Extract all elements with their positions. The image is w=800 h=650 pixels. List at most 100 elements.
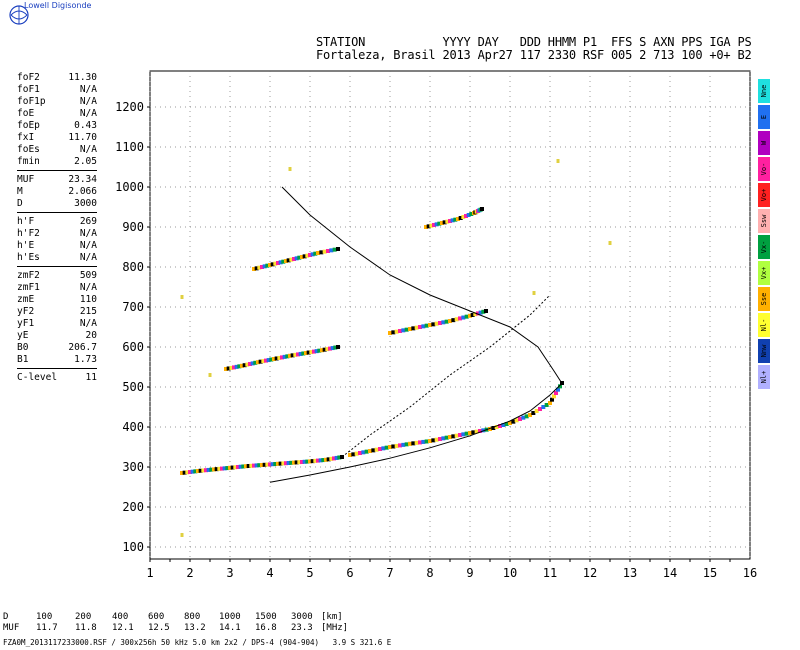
param-value: N/A: [79, 318, 97, 329]
echo-point: [451, 434, 456, 439]
echo-point: [428, 439, 432, 443]
echo-point: [401, 328, 406, 333]
echo-point: [458, 433, 462, 437]
echo-point: [504, 422, 509, 426]
echo-point: [478, 310, 483, 315]
echo-point: [204, 468, 208, 473]
x-tick-label: 1: [146, 566, 153, 580]
isolated-echo-point: [180, 533, 184, 537]
echo-point: [182, 470, 187, 475]
param-value: 11.70: [68, 132, 97, 143]
param-value: 3000: [74, 198, 97, 209]
echo-point: [282, 354, 287, 359]
echo-point: [313, 251, 318, 256]
param-label: foF1: [17, 84, 40, 95]
y-tick-label: 600: [122, 340, 144, 354]
y-tick-label: 100: [122, 540, 144, 554]
legend-swatch: Vo-: [758, 157, 770, 181]
param-label: h'F2: [17, 228, 40, 239]
echo-point: [226, 366, 231, 371]
param-value: N/A: [79, 228, 97, 239]
echo-point: [305, 253, 310, 258]
echo-point: [262, 264, 267, 269]
param-value: 2.066: [68, 186, 97, 197]
echo-point: [308, 253, 312, 257]
param-row: D 3000: [17, 198, 97, 210]
row-value: 12.1: [112, 623, 134, 633]
echo-point: [501, 423, 506, 427]
x-tick-label: 4: [266, 566, 273, 580]
echo-point: [358, 451, 362, 455]
echo-point: [314, 349, 319, 354]
echo-point: [394, 443, 399, 448]
echo-point: [368, 449, 372, 453]
legend-label: Vo+: [760, 188, 768, 202]
echo-point: [269, 357, 274, 362]
echo-point: [408, 327, 412, 331]
echo-point: [298, 351, 303, 356]
echo-point: [398, 329, 402, 333]
echo-point: [354, 451, 359, 456]
param-label: h'F: [17, 216, 35, 227]
echo-point: [229, 365, 234, 370]
header-line-1: STATION YYYY DAY DDD HHMM P1 FFS S AXN P…: [316, 35, 752, 49]
echo-point: [273, 462, 278, 466]
echo-point: [418, 440, 422, 445]
echo-point: [401, 442, 406, 447]
echo-point: [426, 224, 431, 229]
electron-density-profile-line: [281, 186, 563, 384]
row-value: 400: [112, 612, 129, 622]
echo-point: [232, 365, 236, 370]
panel-divider: [17, 266, 97, 267]
echo-point: [424, 225, 428, 229]
param-row: h'F2 N/A: [17, 228, 97, 240]
echo-point: [531, 411, 536, 415]
echo-point: [220, 466, 224, 471]
panel-divider: [17, 170, 97, 171]
legend-swatch: Sse: [758, 287, 770, 311]
echo-point: [488, 427, 492, 431]
y-tick-label: 700: [122, 300, 144, 314]
param-row: yE 20: [17, 330, 97, 342]
echo-point: [310, 459, 315, 464]
row-label: MUF: [3, 623, 20, 633]
echo-point: [458, 216, 463, 220]
echo-point: [428, 323, 432, 327]
echo-point: [300, 460, 304, 464]
echo-point: [494, 425, 499, 429]
echo-point: [290, 353, 295, 358]
echo-point: [440, 221, 444, 225]
param-row: B0 206.7: [17, 342, 97, 354]
param-row: foEs N/A: [17, 144, 97, 156]
y-tick-label: 1200: [115, 100, 144, 114]
echo-point: [225, 466, 230, 471]
echo-point: [548, 401, 552, 405]
echo-point: [196, 469, 200, 473]
param-label: zmF1: [17, 282, 40, 293]
param-row: B1 1.73: [17, 354, 97, 366]
echo-point: [294, 256, 299, 261]
echo-point: [324, 457, 328, 462]
echo-point: [429, 223, 434, 228]
echo-point: [296, 352, 300, 357]
echo-point: [468, 313, 472, 318]
echo-point: [431, 438, 436, 443]
x-tick-label: 15: [703, 566, 717, 580]
echo-point: [198, 468, 203, 473]
param-row: fxI 11.70: [17, 132, 97, 144]
echo-point: [322, 347, 327, 352]
param-label: C-level: [17, 372, 58, 383]
echo-point: [441, 320, 446, 325]
echo-point: [538, 407, 542, 411]
echo-point: [236, 465, 240, 469]
echo-point: [312, 349, 316, 354]
legend-label: Nl-: [760, 318, 768, 332]
legend-label: Nne: [760, 84, 768, 98]
echo-point: [292, 257, 296, 261]
row-unit: [km]: [321, 612, 343, 622]
echo-point: [394, 329, 399, 334]
param-row: zmF1 N/A: [17, 282, 97, 294]
echo-point: [281, 259, 286, 264]
echo-point: [518, 417, 522, 421]
